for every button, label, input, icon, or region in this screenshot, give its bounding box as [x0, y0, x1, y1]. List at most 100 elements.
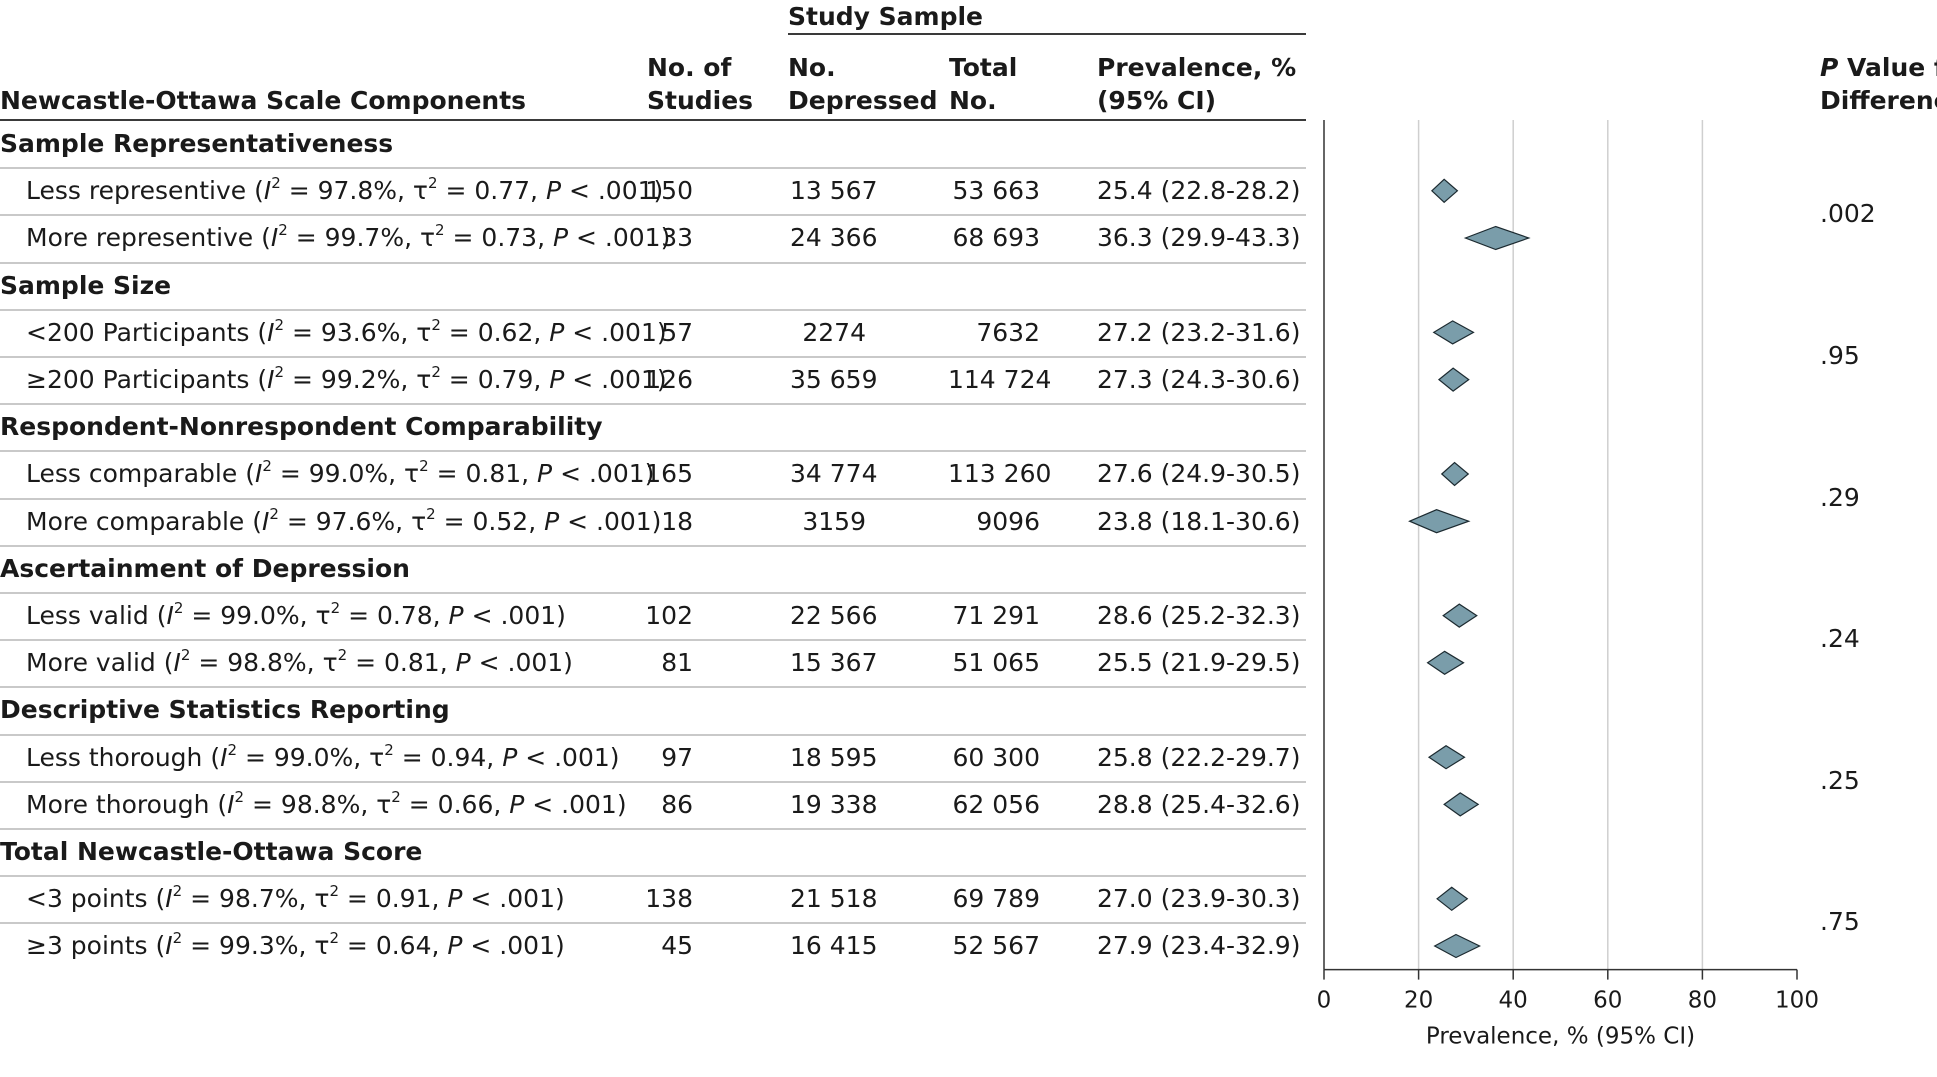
- n-depressed-header-line2: Depressed: [788, 86, 938, 115]
- heterogeneity-p-value: < .001): [564, 365, 667, 394]
- prevalence-header-line2: (95% CI): [1097, 86, 1217, 115]
- prevalence-cell: 23.8 (18.1-30.6): [1097, 507, 1301, 536]
- heterogeneity-p-value: < .001): [561, 176, 664, 205]
- n-depressed-cell: 13 567: [790, 176, 878, 205]
- row-divider: [0, 356, 1306, 358]
- i-squared-value: = 93.6%, τ: [284, 318, 432, 347]
- i-squared-value: = 98.7%, τ: [182, 884, 330, 913]
- total-no-cell: 114 724: [948, 365, 1052, 394]
- table-row: More comparable (I2 = 97.6%, τ2 = 0.52, …: [0, 498, 1310, 545]
- n-studies-cell: 126: [645, 365, 693, 394]
- row-label-text: Less valid (: [26, 601, 167, 630]
- n-studies-cell: 57: [661, 318, 693, 347]
- total-no-cell: 71 291: [952, 601, 1040, 630]
- heterogeneity-p-value: < .001): [564, 318, 667, 347]
- total-no-cell: 68 693: [952, 223, 1040, 252]
- row-label: More valid (I2 = 98.8%, τ2 = 0.81, P < .…: [26, 646, 573, 677]
- group-header-row: Ascertainment of Depression: [0, 545, 1310, 592]
- difference-p-value: .24: [1820, 624, 1860, 653]
- n-studies-header-line1: No. of: [647, 53, 732, 82]
- prevalence-diamond: [1442, 603, 1478, 628]
- row-label: ≥200 Participants (I2 = 99.2%, τ2 = 0.79…: [26, 363, 667, 394]
- prevalence-cell: 27.6 (24.9-30.5): [1097, 459, 1301, 488]
- difference-p-value: .29: [1820, 483, 1860, 512]
- tau-squared-value: = 0.78,: [340, 601, 449, 630]
- group-title: Descriptive Statistics Reporting: [0, 695, 450, 724]
- header-rule: [0, 119, 1306, 121]
- row-label: Less valid (I2 = 99.0%, τ2 = 0.78, P < .…: [26, 599, 566, 630]
- n-studies-header-line2: Studies: [647, 86, 754, 115]
- i-squared-value: = 99.3%, τ: [182, 931, 330, 960]
- n-studies-cell: 81: [661, 648, 693, 677]
- table-row: ≥3 points (I2 = 99.3%, τ2 = 0.64, P < .0…: [0, 922, 1310, 969]
- table-row: Less valid (I2 = 99.0%, τ2 = 0.78, P < .…: [0, 592, 1310, 639]
- i-squared-value: = 99.0%, τ: [183, 601, 331, 630]
- i-squared-value: = 99.7%, τ: [287, 223, 436, 252]
- n-studies-cell: 97: [661, 743, 693, 772]
- tau-squared-value: = 0.81,: [347, 648, 456, 677]
- row-divider: [0, 922, 1306, 924]
- i-squared-value: = 98.8%, τ: [244, 790, 392, 819]
- tau-squared-value: = 0.94,: [393, 743, 503, 772]
- row-label: More thorough (I2 = 98.8%, τ2 = 0.66, P …: [26, 788, 627, 819]
- n-depressed-cell: 15 367: [790, 648, 878, 677]
- x-axis-title: Prevalence, % (95% CI): [1426, 1024, 1695, 1050]
- tau-squared-value: = 0.79,: [440, 365, 550, 394]
- i-squared-value: = 97.8%, τ: [280, 176, 428, 205]
- prevalence-diamond: [1463, 225, 1531, 251]
- prevalence-cell: 27.3 (24.3-30.6): [1097, 365, 1301, 394]
- n-depressed-cell: 19 338: [790, 790, 878, 819]
- pvalue-header-line2: Difference: [1820, 86, 1937, 115]
- n-studies-cell: 45: [661, 931, 693, 960]
- heterogeneity-p-value: < .001): [462, 931, 565, 960]
- row-label: <200 Participants (I2 = 93.6%, τ2 = 0.62…: [26, 316, 667, 347]
- row-label: More representive (I2 = 99.7%, τ2 = 0.73…: [26, 221, 671, 252]
- total-no-header: Total No.: [949, 51, 1017, 117]
- x-tick-label: 0: [1317, 988, 1332, 1014]
- row-label-text: <200 Participants (: [26, 318, 268, 347]
- n-studies-cell: 102: [645, 601, 693, 630]
- prevalence-cell: 27.9 (23.4-32.9): [1097, 931, 1301, 960]
- group-divider: [0, 262, 1306, 264]
- prevalence-cell: 25.4 (22.8-28.2): [1097, 176, 1301, 205]
- row-label-text: Less thorough (: [26, 743, 221, 772]
- group-divider: [0, 403, 1306, 405]
- prevalence-diamond: [1430, 178, 1459, 204]
- row-label-text: More comparable (: [26, 507, 262, 536]
- prevalence-diamond: [1443, 792, 1480, 817]
- x-tick-label: 40: [1499, 988, 1528, 1014]
- row-label-text: ≥200 Participants (: [26, 365, 268, 394]
- total-no-cell: 51 065: [952, 648, 1040, 677]
- n-depressed-cell: 2274: [802, 318, 866, 347]
- heterogeneity-p-value: < .001): [568, 223, 671, 252]
- components-header: Newcastle-Ottawa Scale Components: [0, 86, 527, 115]
- prevalence-header-line1: Prevalence, %: [1097, 53, 1297, 82]
- i-squared-value: = 99.2%, τ: [284, 365, 432, 394]
- prevalence-diamond: [1432, 320, 1475, 345]
- heterogeneity-p-value: < .001): [462, 884, 565, 913]
- i-squared-value: = 97.6%, τ: [278, 507, 427, 536]
- table-row: ≥200 Participants (I2 = 99.2%, τ2 = 0.79…: [0, 356, 1310, 403]
- row-label: More comparable (I2 = 97.6%, τ2 = 0.52, …: [26, 505, 662, 536]
- table-row: Less comparable (I2 = 99.0%, τ2 = 0.81, …: [0, 450, 1310, 497]
- group-title: Sample Representativeness: [0, 129, 394, 158]
- row-label-text: Less representive (: [26, 176, 264, 205]
- row-divider: [0, 498, 1306, 500]
- prevalence-diamond: [1436, 886, 1469, 912]
- row-label-text: Less comparable (: [26, 459, 255, 488]
- n-studies-cell: 33: [661, 223, 693, 252]
- total-no-header-line1: Total: [949, 53, 1018, 82]
- group-title: Total Newcastle-Ottawa Score: [0, 837, 423, 866]
- row-divider: [0, 781, 1306, 783]
- group-divider: [0, 686, 1306, 688]
- tau-squared-value: = 0.77,: [437, 176, 546, 205]
- n-studies-cell: 86: [661, 790, 693, 819]
- total-no-cell: 52 567: [952, 931, 1040, 960]
- n-depressed-cell: 24 366: [790, 223, 878, 252]
- x-tick-label: 80: [1688, 988, 1717, 1014]
- row-label-text: More representive (: [26, 223, 271, 252]
- prevalence-cell: 28.6 (25.2-32.3): [1097, 601, 1301, 630]
- x-tick-label: 20: [1404, 988, 1433, 1014]
